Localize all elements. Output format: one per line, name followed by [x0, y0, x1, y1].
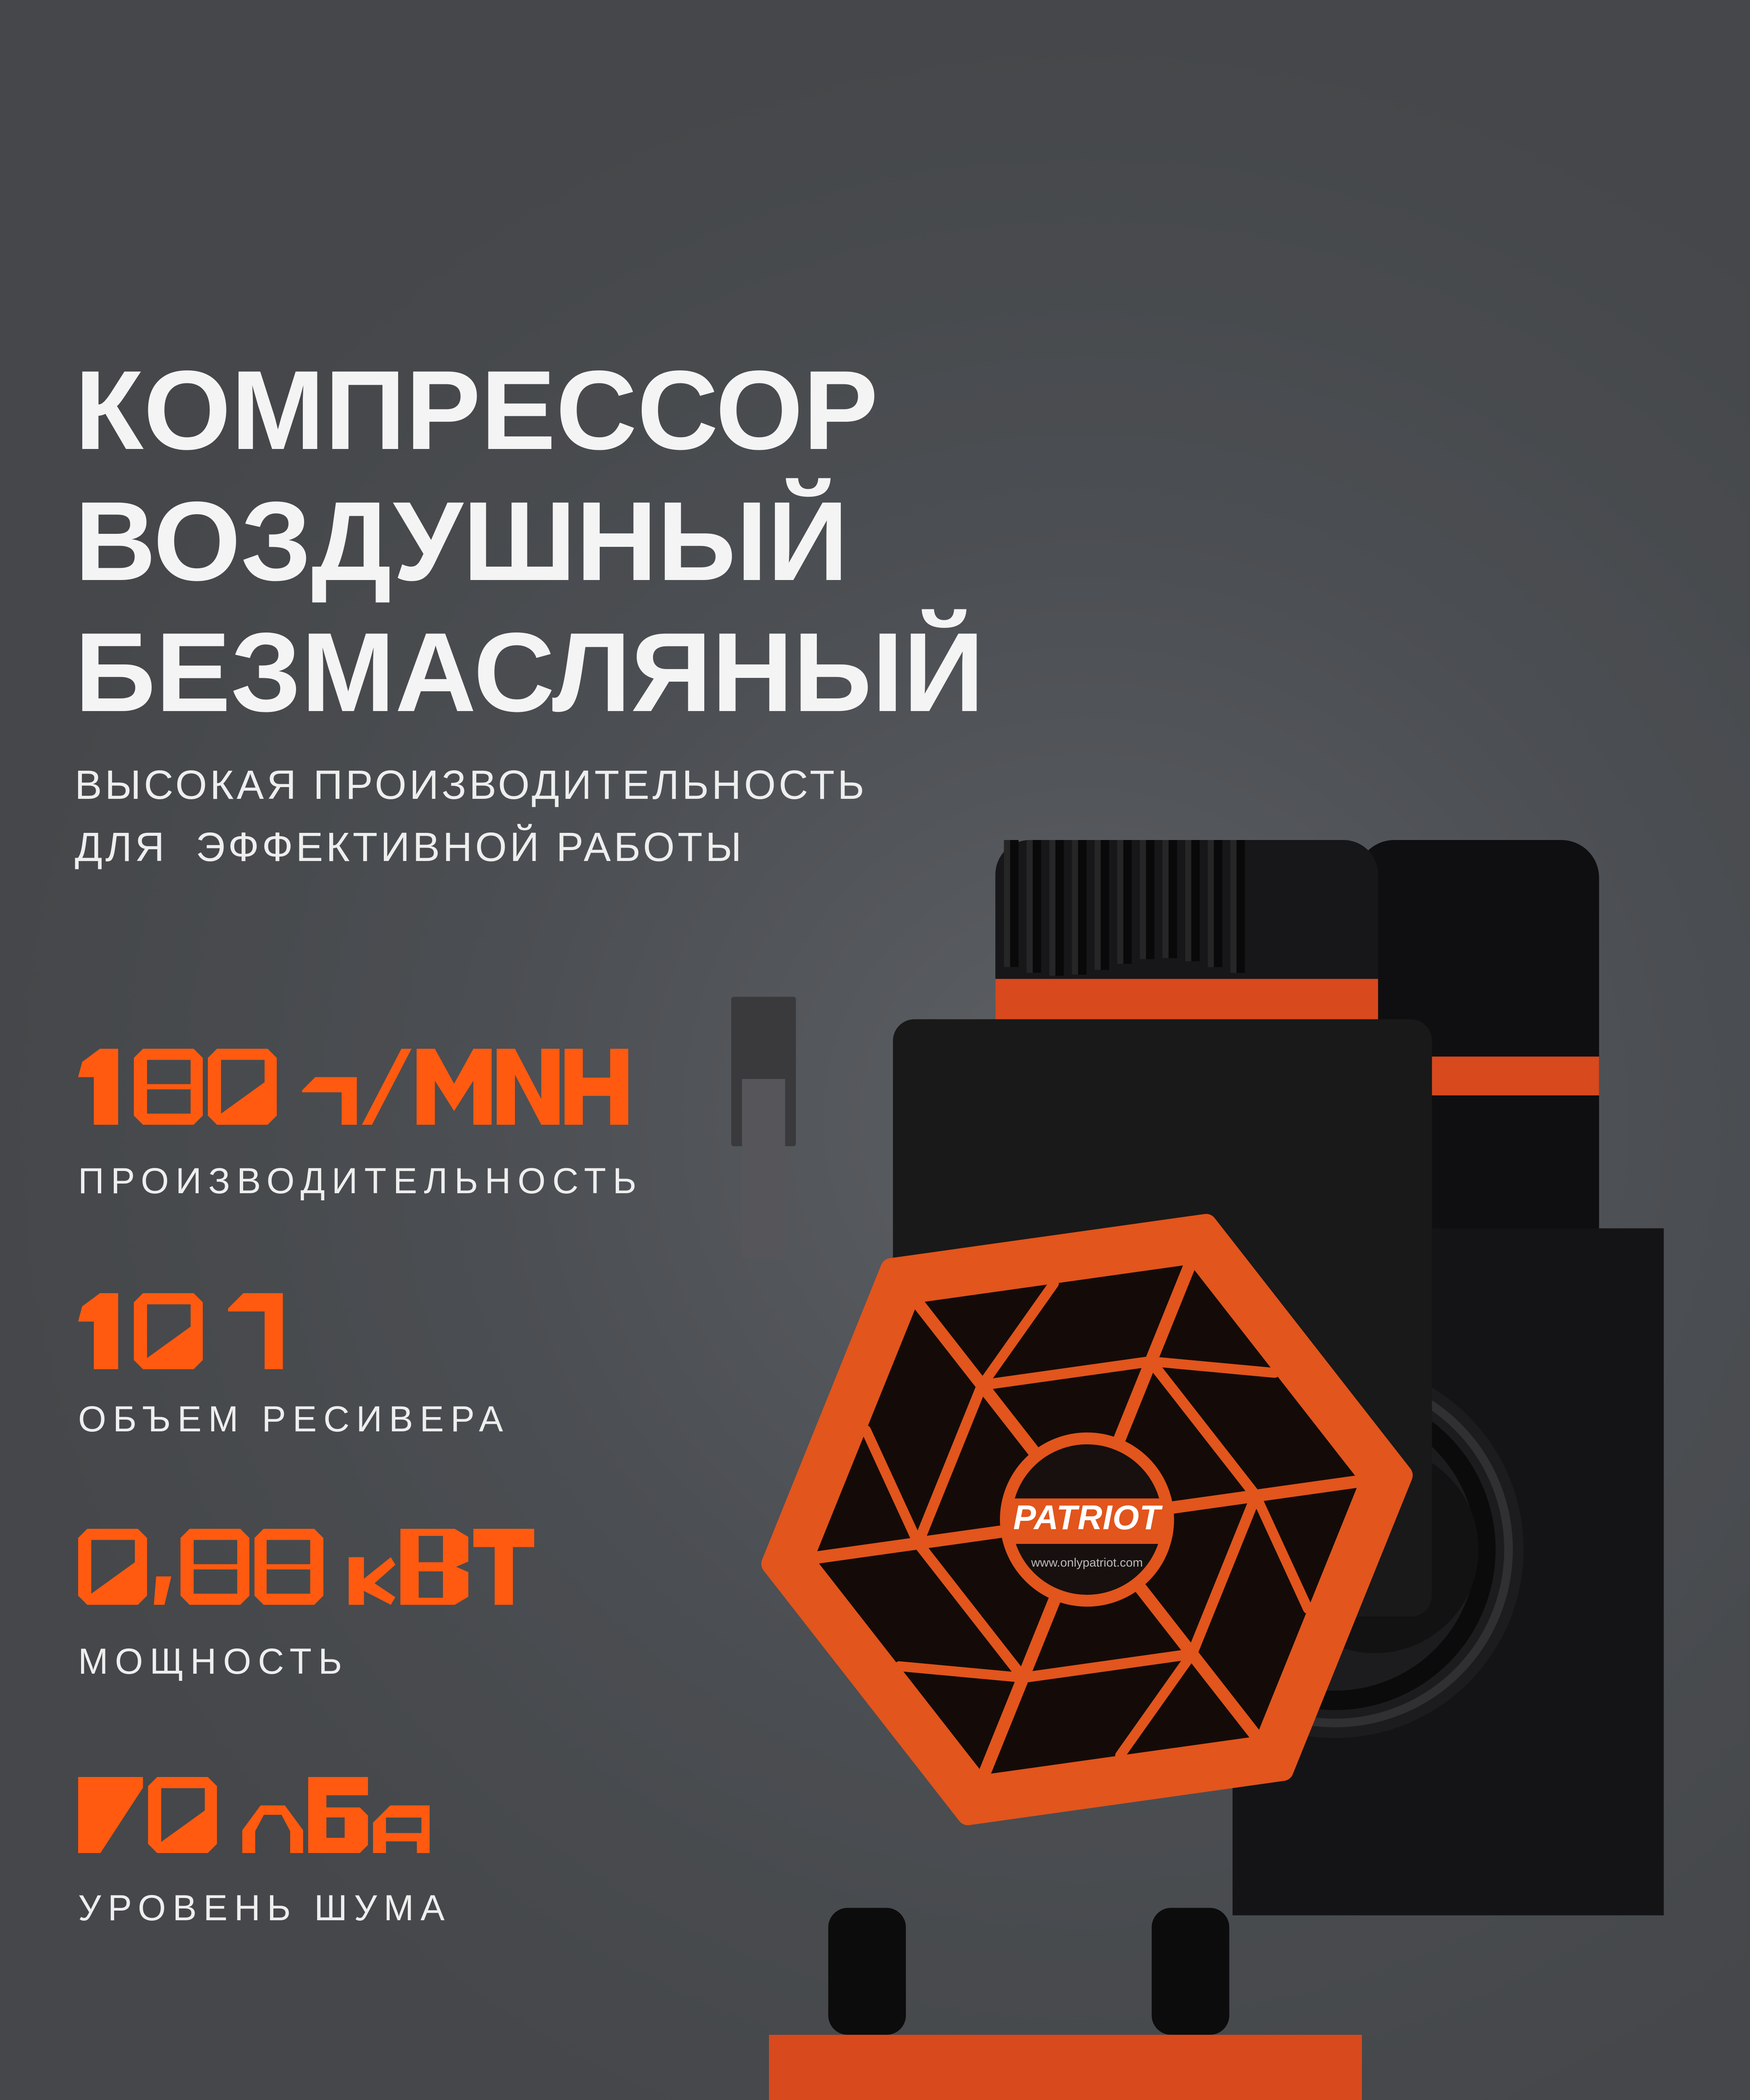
- svg-text:www.onlypatriot.com: www.onlypatriot.com: [1031, 1556, 1143, 1570]
- svg-text:PATRIOT: PATRIOT: [1013, 1499, 1163, 1537]
